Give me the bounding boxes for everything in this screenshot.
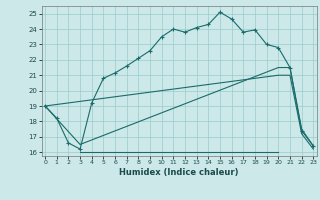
X-axis label: Humidex (Indice chaleur): Humidex (Indice chaleur) [119,168,239,177]
